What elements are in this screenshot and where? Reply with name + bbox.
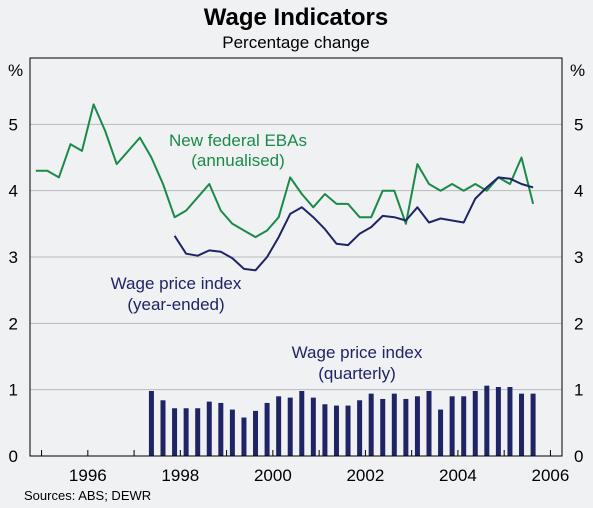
- y-tick-label-left-5: 5: [9, 115, 18, 134]
- wpi-ye-label-line1: Wage price index: [111, 274, 242, 293]
- source-note: Sources: ABS; DEWR: [24, 488, 151, 503]
- x-tick-label-1996: 1996: [69, 466, 107, 485]
- bar-wpi-quarterly-29: [484, 385, 490, 456]
- bar-wpi-quarterly-18: [357, 400, 363, 456]
- x-tick-label-1998: 1998: [161, 466, 199, 485]
- ebas-label-line1: New federal EBAs: [169, 131, 307, 150]
- line-ebas: [35, 103, 535, 239]
- bar-wpi-quarterly-8: [241, 417, 247, 456]
- y-tick-label-right-3: 3: [574, 248, 583, 267]
- bar-wpi-quarterly-2: [172, 408, 178, 456]
- bar-wpi-quarterly-9: [253, 410, 259, 456]
- gridlines: [30, 123, 562, 391]
- plot-frame: [29, 57, 563, 457]
- bar-wpi-quarterly-6: [218, 402, 224, 456]
- bar-wpi-quarterly-4: [195, 408, 201, 456]
- axis-ticks: 0 0 1 1 2 2 3 3 4 4 5 5 1996 1998 2000 2002 2004 2006: [9, 115, 584, 485]
- bar-wpi-quarterly-12: [287, 397, 293, 456]
- bar-wpi-quarterly-5: [206, 401, 212, 456]
- bar-wpi-quarterly-20: [380, 398, 386, 456]
- bar-wpi-quarterly-31: [507, 387, 513, 456]
- y-tick-label-left-1: 1: [9, 381, 18, 400]
- bar-wpi-quarterly-10: [264, 402, 270, 456]
- bar-wpi-quarterly-16: [333, 405, 339, 456]
- y-tick-label-left-4: 4: [9, 182, 18, 201]
- wpi-quarterly-bars: [148, 385, 536, 456]
- bar-wpi-quarterly-33: [530, 393, 536, 456]
- bar-wpi-quarterly-13: [299, 390, 305, 456]
- x-tick-label-2004: 2004: [439, 466, 477, 485]
- chart-title: Wage Indicators: [204, 4, 388, 31]
- y-tick-label-right-2: 2: [574, 314, 583, 333]
- bar-wpi-quarterly-23: [414, 396, 420, 456]
- bar-wpi-quarterly-11: [276, 396, 282, 456]
- bar-wpi-quarterly-17: [345, 405, 351, 456]
- bar-wpi-quarterly-19: [368, 393, 374, 456]
- y-tick-label-left-2: 2: [9, 314, 18, 333]
- bar-wpi-quarterly-7: [229, 409, 235, 456]
- bar-wpi-quarterly-28: [472, 390, 478, 456]
- y-tick-label-right-5: 5: [574, 115, 583, 134]
- y-unit-right: %: [570, 61, 585, 80]
- chart-subtitle: Percentage change: [222, 33, 369, 52]
- bar-wpi-quarterly-0: [148, 390, 154, 456]
- y-unit-left: %: [8, 61, 23, 80]
- bar-wpi-quarterly-22: [403, 398, 409, 456]
- wpi-ye-label-line2: (year-ended): [127, 295, 224, 314]
- y-tick-label-right-0: 0: [574, 447, 583, 466]
- bar-wpi-quarterly-25: [438, 409, 444, 456]
- ebas-label-line2: (annualised): [191, 151, 285, 170]
- wpi-q-label-line2: (quarterly): [318, 364, 395, 383]
- bar-wpi-quarterly-14: [310, 397, 316, 456]
- y-tick-label-right-4: 4: [574, 182, 583, 201]
- bar-wpi-quarterly-1: [160, 400, 166, 456]
- line-wpi_ye: [173, 176, 534, 272]
- y-tick-label-left-3: 3: [9, 248, 18, 267]
- y-tick-label-right-1: 1: [574, 381, 583, 400]
- y-tick-label-left-0: 0: [9, 447, 18, 466]
- bar-wpi-quarterly-26: [449, 396, 455, 456]
- bar-wpi-quarterly-32: [519, 393, 525, 456]
- bar-wpi-quarterly-27: [461, 396, 467, 456]
- wpi-q-label-line1: Wage price index: [292, 343, 423, 362]
- x-tick-label-2002: 2002: [346, 466, 384, 485]
- bar-wpi-quarterly-30: [495, 387, 501, 456]
- bar-wpi-quarterly-15: [322, 404, 328, 456]
- bar-wpi-quarterly-3: [183, 408, 189, 456]
- x-tick-label-2006: 2006: [532, 466, 570, 485]
- series-lines: [35, 103, 535, 272]
- bar-wpi-quarterly-24: [426, 390, 432, 456]
- x-tick-label-2000: 2000: [254, 466, 292, 485]
- bar-wpi-quarterly-21: [391, 393, 397, 456]
